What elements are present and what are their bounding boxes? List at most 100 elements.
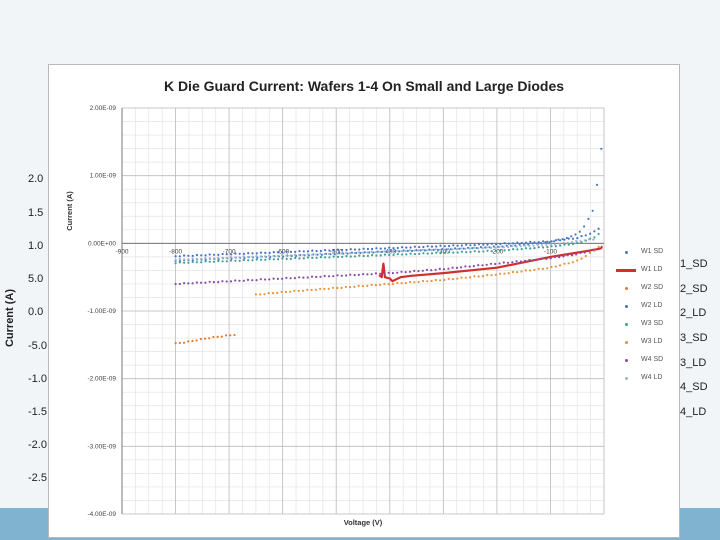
data-point — [306, 253, 309, 256]
data-point — [374, 251, 377, 254]
data-point — [349, 252, 352, 255]
underlying-tick: -1.0 — [28, 373, 47, 385]
series-line — [378, 245, 604, 283]
data-point — [366, 251, 369, 254]
data-point — [449, 248, 452, 251]
data-point — [571, 261, 575, 264]
legend-label: W1 LD — [641, 266, 663, 273]
data-point — [409, 246, 412, 249]
data-point — [506, 261, 510, 264]
data-point — [468, 247, 471, 250]
underlying-legend-item: 2_SD — [680, 283, 708, 295]
data-point — [448, 251, 451, 254]
data-point — [225, 280, 228, 283]
data-point — [268, 257, 271, 261]
data-point — [391, 272, 394, 275]
data-point — [404, 271, 407, 274]
data-point — [499, 272, 502, 275]
data-point — [370, 250, 373, 253]
data-point — [344, 285, 347, 288]
data-point — [485, 246, 488, 249]
data-point — [178, 341, 181, 345]
chart-title: K Die Guard Current: Wafers 1-4 On Small… — [163, 78, 565, 94]
data-point — [389, 249, 392, 253]
data-point — [191, 257, 194, 260]
data-point — [362, 254, 365, 258]
data-point — [460, 250, 463, 253]
data-point — [174, 258, 177, 261]
data-point — [471, 247, 474, 250]
data-point — [294, 256, 297, 260]
data-point — [332, 252, 335, 255]
data-point — [242, 258, 245, 262]
data-point — [204, 254, 207, 257]
data-point — [567, 262, 570, 265]
data-point — [472, 265, 475, 268]
data-point — [430, 279, 433, 283]
data-point — [515, 260, 518, 263]
data-point — [462, 247, 465, 250]
data-point — [380, 250, 384, 253]
data-point — [417, 270, 420, 273]
data-point — [267, 292, 270, 295]
data-point — [465, 251, 468, 254]
data-point — [584, 234, 587, 237]
data-point — [443, 251, 446, 255]
data-point — [465, 243, 468, 246]
data-point — [357, 251, 360, 254]
data-point — [375, 254, 378, 257]
data-point — [289, 277, 292, 280]
data-point — [340, 252, 343, 255]
data-point — [448, 244, 451, 248]
data-point — [251, 279, 254, 282]
underlying-legend-item: 2_LD — [680, 307, 707, 319]
data-point — [439, 244, 442, 247]
data-point — [473, 275, 476, 278]
data-point — [482, 250, 485, 253]
data-point — [428, 248, 431, 251]
data-point — [536, 258, 540, 261]
data-point — [359, 251, 362, 255]
data-point — [268, 254, 271, 257]
data-point — [289, 250, 292, 253]
data-point — [520, 248, 523, 251]
data-point — [489, 262, 493, 265]
data-point — [353, 285, 356, 288]
data-point — [438, 248, 441, 251]
data-point — [391, 250, 394, 253]
data-point — [383, 282, 386, 285]
data-point — [563, 243, 566, 246]
data-point — [432, 248, 435, 251]
legend-label: W2 SD — [641, 284, 664, 291]
data-point — [362, 251, 365, 254]
data-point — [553, 256, 557, 259]
data-point — [549, 257, 552, 260]
data-point — [319, 256, 322, 259]
data-point — [319, 275, 322, 278]
legend-swatch — [625, 341, 628, 344]
data-point — [570, 235, 573, 238]
data-point — [518, 243, 521, 246]
data-point — [349, 273, 352, 276]
data-point — [499, 242, 502, 246]
data-point — [486, 273, 489, 277]
data-point — [362, 273, 365, 276]
x-axis-title: Voltage (V) — [344, 518, 383, 527]
data-point — [583, 239, 586, 242]
data-point — [174, 342, 177, 345]
data-point — [174, 282, 177, 286]
data-point — [540, 242, 543, 245]
data-point — [247, 252, 250, 255]
data-point — [567, 243, 570, 246]
legend-label: W3 SD — [641, 320, 664, 327]
data-point — [456, 251, 459, 254]
data-point — [289, 257, 292, 260]
data-point — [477, 264, 480, 267]
data-point — [293, 277, 296, 280]
data-point — [439, 279, 442, 282]
data-point — [529, 247, 532, 250]
data-point — [259, 255, 262, 258]
data-point — [557, 238, 560, 241]
data-point — [574, 233, 577, 236]
data-point — [549, 243, 552, 246]
